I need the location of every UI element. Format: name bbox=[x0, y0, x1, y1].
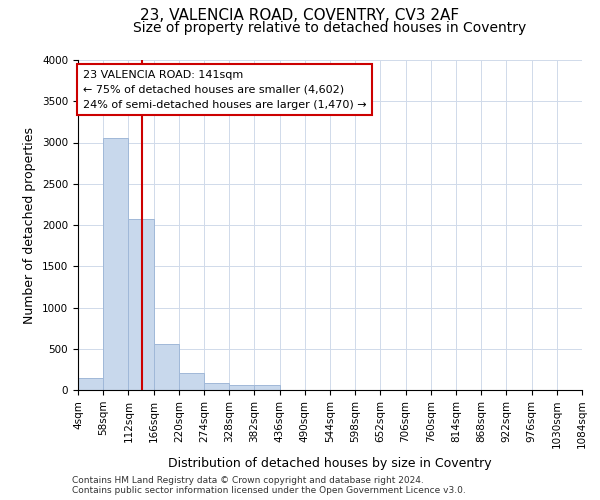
Bar bbox=[78, 378, 103, 390]
Bar bbox=[154, 344, 179, 390]
Bar bbox=[204, 384, 229, 390]
Title: Size of property relative to detached houses in Coventry: Size of property relative to detached ho… bbox=[133, 21, 527, 35]
Bar bbox=[103, 138, 128, 390]
Text: 23, VALENCIA ROAD, COVENTRY, CV3 2AF: 23, VALENCIA ROAD, COVENTRY, CV3 2AF bbox=[140, 8, 460, 22]
Bar bbox=[128, 219, 154, 390]
X-axis label: Distribution of detached houses by size in Coventry: Distribution of detached houses by size … bbox=[168, 456, 492, 469]
Y-axis label: Number of detached properties: Number of detached properties bbox=[23, 126, 37, 324]
Bar bbox=[229, 386, 254, 390]
Bar bbox=[254, 386, 280, 390]
Text: Contains HM Land Registry data © Crown copyright and database right 2024.
Contai: Contains HM Land Registry data © Crown c… bbox=[72, 476, 466, 495]
Bar bbox=[179, 373, 204, 390]
Text: 23 VALENCIA ROAD: 141sqm
← 75% of detached houses are smaller (4,602)
24% of sem: 23 VALENCIA ROAD: 141sqm ← 75% of detach… bbox=[83, 70, 367, 110]
